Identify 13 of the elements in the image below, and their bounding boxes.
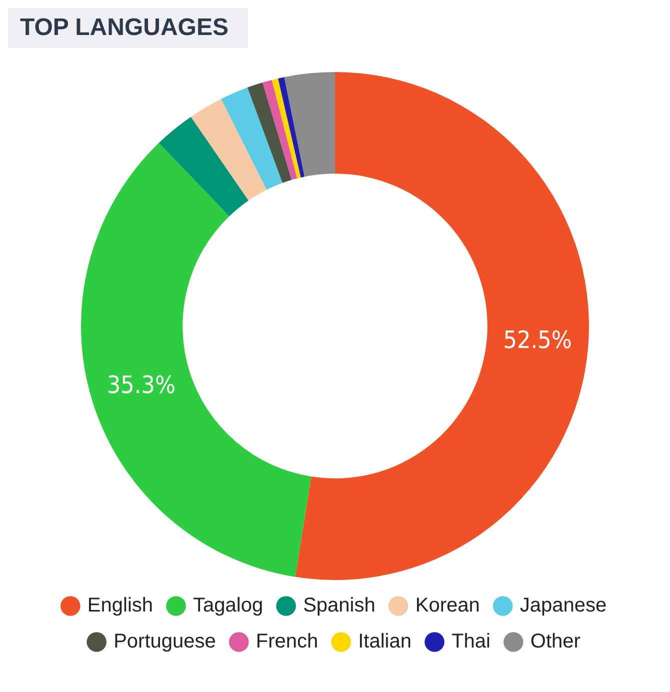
- legend-label: Spanish: [303, 594, 376, 617]
- legend-label: Italian: [358, 630, 412, 653]
- legend-label: Portuguese: [114, 630, 216, 653]
- legend-label: Tagalog: [193, 594, 264, 617]
- legend-label: Thai: [451, 630, 490, 653]
- data-label: 35.3%: [106, 371, 176, 400]
- legend-label: Japanese: [520, 594, 607, 617]
- legend-label: Other: [530, 630, 581, 653]
- data-label: 52.5%: [503, 326, 572, 354]
- chart-title: TOP LANGUAGES: [8, 8, 248, 48]
- legend-label: French: [256, 630, 318, 653]
- legend-label: Korean: [415, 594, 480, 617]
- legend-label: English: [87, 594, 154, 617]
